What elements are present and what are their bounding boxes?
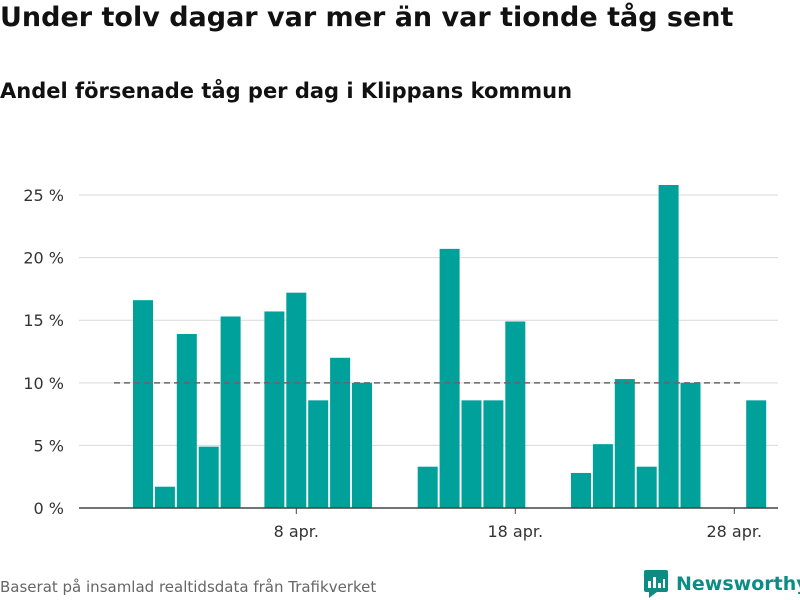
- y-tick-label: 5 %: [34, 436, 64, 455]
- bar: [220, 316, 241, 508]
- y-tick-label: 15 %: [23, 311, 64, 330]
- bar: [680, 382, 701, 508]
- logo-text: Newsworthy: [676, 573, 800, 595]
- bar: [308, 400, 329, 508]
- bars: [133, 185, 767, 508]
- chart-subtitle: Andel försenade tåg per dag i Klippans k…: [0, 79, 573, 103]
- bar: [330, 357, 351, 508]
- newsworthy-logo[interactable]: Newsworthy: [644, 569, 800, 599]
- bar: [483, 400, 504, 508]
- y-tick-label: 20 %: [23, 249, 64, 268]
- chart-title: Under tolv dagar var mer än var tionde t…: [0, 2, 734, 33]
- y-tick-label: 25 %: [23, 186, 64, 205]
- bar: [286, 292, 307, 508]
- y-tick-label: 0 %: [34, 499, 64, 518]
- bar: [133, 300, 153, 508]
- bar: [264, 311, 285, 508]
- y-tick-label: 10 %: [23, 374, 64, 393]
- bar: [461, 400, 482, 508]
- bar: [439, 248, 460, 508]
- x-tick-label: 28 apr.: [706, 522, 762, 541]
- source-note: Baserat på insamlad realtidsdata från Tr…: [0, 578, 377, 596]
- x-tick-label: 8 apr.: [274, 522, 319, 541]
- bar: [592, 444, 613, 508]
- bar: [636, 466, 657, 508]
- bar: [571, 472, 591, 508]
- newsworthy-logo-icon: [644, 570, 668, 598]
- bar: [614, 379, 635, 508]
- bar: [746, 400, 767, 508]
- bar: [352, 382, 372, 508]
- x-tick-label: 18 apr.: [487, 522, 543, 541]
- bar: [154, 486, 175, 508]
- axes: 0 % 5 % 10 % 15 % 20 % 25 % 8 apr. 18 apr. 28 ap…: [23, 186, 778, 541]
- bar: [417, 466, 438, 508]
- bar: [658, 185, 679, 508]
- bar: [198, 446, 219, 508]
- bar: [505, 321, 526, 508]
- bar: [176, 333, 197, 508]
